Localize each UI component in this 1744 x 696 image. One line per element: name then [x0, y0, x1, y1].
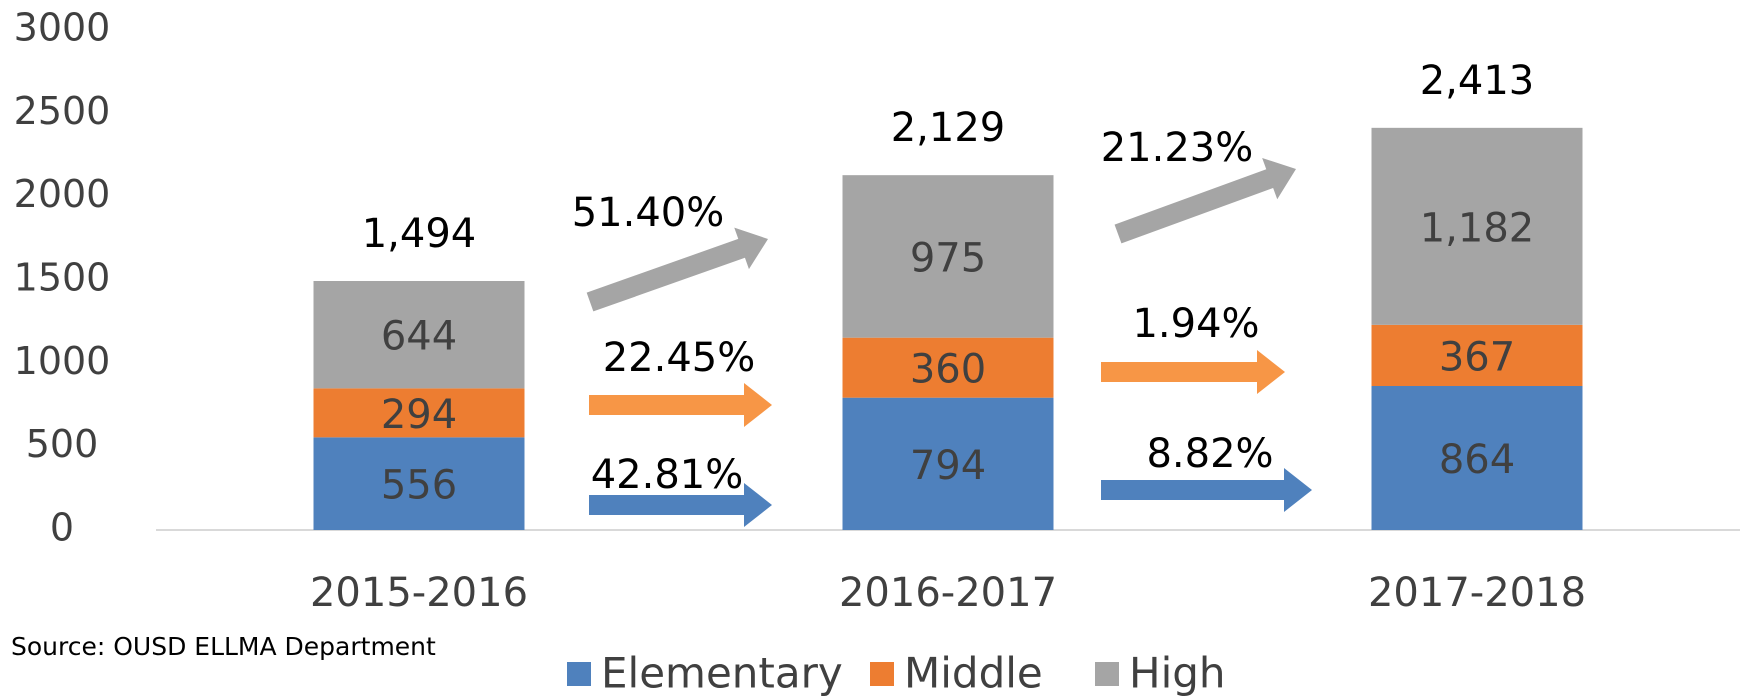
annotation: 21.23% [1101, 125, 1254, 171]
bar-segment [1371, 324, 1583, 386]
y-tick-label: 2500 [14, 89, 111, 133]
x-tick-label: 2016-2017 [839, 570, 1057, 616]
total-label: 2,413 [1420, 58, 1535, 104]
data-label: 644 [381, 314, 457, 360]
bar-segment [842, 397, 1054, 530]
data-label: 794 [910, 443, 986, 489]
legend-swatch [870, 662, 894, 686]
bar-segment [842, 175, 1054, 338]
source-note: Source: OUSD ELLMA Department [11, 632, 436, 661]
x-tick-label: 2015-2016 [310, 570, 528, 616]
y-tick-label: 0 [50, 506, 74, 550]
data-label: 1,182 [1420, 205, 1535, 251]
annotation: 1.94% [1132, 301, 1259, 347]
annotation: 42.81% [591, 452, 744, 498]
y-tick-label: 500 [26, 422, 99, 466]
bar-segment [1371, 127, 1583, 325]
legend-label: Middle [904, 649, 1043, 696]
bar-segment [313, 437, 525, 530]
x-tick-label: 2017-2018 [1368, 570, 1586, 616]
arrow [589, 383, 772, 427]
bar-segment [313, 281, 525, 389]
legend-label: Elementary [601, 649, 843, 696]
legend-swatch [567, 662, 591, 686]
data-label: 975 [910, 235, 986, 281]
y-tick-label: 3000 [14, 6, 111, 50]
bar-segment [842, 337, 1054, 398]
data-label: 360 [910, 347, 986, 393]
arrow [589, 483, 772, 527]
data-label: 556 [381, 463, 457, 509]
arrow [586, 227, 768, 312]
arrow [1114, 157, 1296, 244]
arrow [1101, 350, 1285, 394]
y-tick-label: 1500 [14, 256, 111, 300]
arrow [1101, 468, 1312, 512]
annotation: 51.40% [572, 190, 725, 236]
annotation: 22.45% [603, 335, 756, 381]
legend-label: High [1129, 649, 1226, 696]
bar-segment [1371, 386, 1583, 530]
total-label: 1,494 [362, 211, 477, 257]
y-tick-label: 1000 [14, 339, 111, 383]
data-label: 367 [1439, 334, 1515, 380]
bar-segment [313, 388, 525, 438]
y-tick-label: 2000 [14, 172, 111, 216]
total-label: 2,129 [891, 105, 1006, 151]
legend-swatch [1095, 662, 1119, 686]
annotation: 8.82% [1146, 431, 1273, 477]
data-label: 864 [1439, 437, 1515, 483]
data-label: 294 [381, 392, 457, 438]
